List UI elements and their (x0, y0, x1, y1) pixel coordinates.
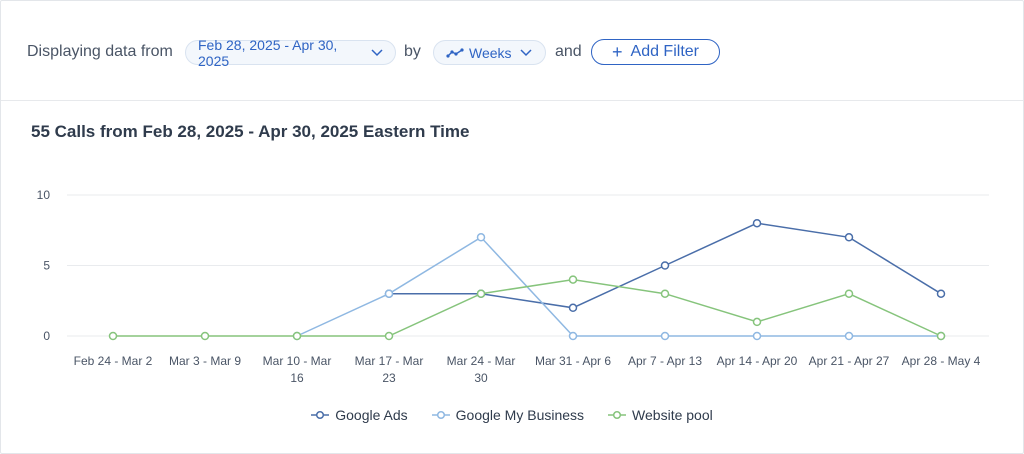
chevron-down-icon (520, 48, 532, 57)
plus-icon: + (612, 42, 623, 62)
legend-item-google-my-business[interactable]: Google My Business (431, 407, 585, 423)
data-point-google-ads (936, 289, 946, 298)
interval-dropdown[interactable]: Weeks (433, 40, 546, 65)
interval-value: Weeks (469, 44, 512, 61)
x-tick-label: Apr 28 - May 4 (902, 354, 981, 368)
series-line-website-pool (113, 278, 942, 337)
chevron-down-icon (371, 48, 383, 57)
x-tick-label: Apr 21 - Apr 27 (809, 354, 890, 368)
add-filter-label: Add Filter (630, 43, 699, 60)
date-range-dropdown[interactable]: Feb 28, 2025 - Apr 30, 2025 (185, 37, 396, 69)
data-point-google-my-business (752, 331, 762, 341)
x-tick-label: Mar 31 - Apr 6 (535, 354, 611, 368)
filter-by-label: by (404, 43, 421, 60)
legend-marker-icon (608, 410, 627, 420)
calls-line-chart: 0 5 10 Feb 24 - Mar 2 Mar 3 - Mar 9 Mar 10 - … (37, 188, 989, 385)
data-point-website-pool (384, 331, 394, 341)
date-range-value: Feb 28, 2025 - Apr 30, 2025 (198, 36, 338, 69)
data-point-google-my-business (844, 331, 854, 341)
filter-and-label: and (555, 43, 582, 60)
data-point-website-pool (936, 331, 946, 341)
series-line-google-my-business (296, 236, 941, 337)
chart-title: 55 Calls from Feb 28, 2025 - Apr 30, 202… (31, 122, 470, 141)
data-point-google-ads (660, 261, 670, 270)
data-point-website-pool (200, 331, 210, 341)
legend-item-google-ads[interactable]: Google Ads (311, 407, 408, 423)
line-chart-icon (446, 47, 464, 58)
data-point-website-pool (660, 289, 670, 298)
legend-label: Google Ads (335, 407, 408, 423)
data-point-google-ads (752, 218, 762, 228)
legend-marker-icon (431, 410, 450, 420)
legend-label: Google My Business (455, 407, 585, 423)
x-tick-label: Mar 10 - Mar 16 (263, 354, 332, 385)
legend-marker-icon (311, 410, 330, 420)
chart-legend: Google Ads Google My Business Website pool (1, 407, 1023, 423)
data-point-google-ads (844, 233, 854, 242)
data-point-google-my-business (476, 233, 486, 242)
y-tick-label: 0 (43, 329, 50, 343)
data-point-google-my-business (568, 331, 578, 341)
data-point-google-my-business (660, 331, 670, 341)
data-point-google-ads (568, 303, 578, 313)
data-point-website-pool (568, 275, 578, 284)
data-point-website-pool (108, 331, 118, 341)
legend-label: Website pool (632, 407, 713, 423)
x-tick-label: Apr 7 - Apr 13 (628, 354, 702, 368)
x-tick-label: Apr 14 - Apr 20 (717, 354, 798, 368)
data-point-website-pool (292, 331, 302, 341)
data-point-google-my-business (384, 289, 394, 298)
x-tick-label: Mar 17 - Mar 23 (355, 354, 424, 385)
x-tick-label: Mar 24 - Mar 30 (447, 354, 516, 385)
x-tick-label: Mar 3 - Mar 9 (169, 354, 241, 368)
x-tick-label: Feb 24 - Mar 2 (74, 354, 153, 368)
y-tick-label: 5 (43, 259, 50, 273)
add-filter-button[interactable]: + Add Filter (591, 39, 720, 65)
data-point-website-pool (844, 289, 854, 298)
data-point-website-pool (752, 317, 762, 327)
filter-bar: Displaying data from Feb 28, 2025 - Apr … (1, 1, 1023, 101)
y-tick-label: 10 (37, 188, 51, 202)
filter-prefix-label: Displaying data from (27, 43, 173, 60)
legend-item-website-pool[interactable]: Website pool (608, 407, 713, 423)
data-point-website-pool (476, 289, 486, 298)
